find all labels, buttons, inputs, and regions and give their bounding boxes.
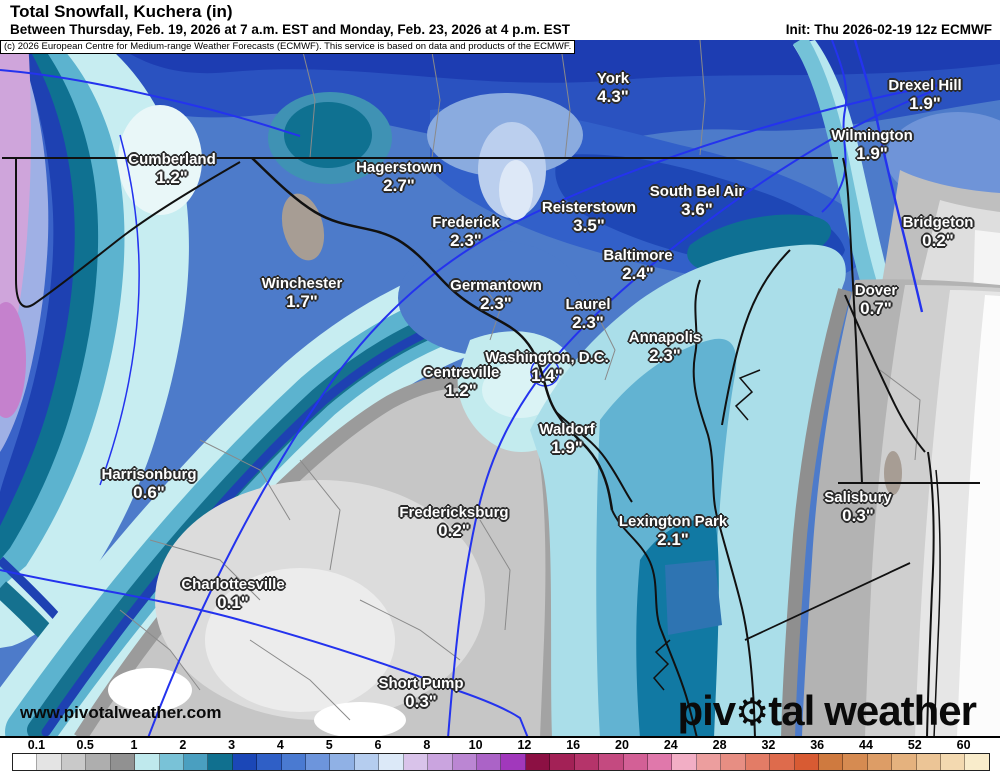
colorbar-segment [330, 754, 355, 770]
colorbar-segment [647, 754, 673, 770]
colorbar-segment [696, 754, 722, 770]
brand-logo: piv⚙tal weather [677, 687, 977, 736]
colorbar-tick-label: 6 [374, 738, 382, 752]
colorbar-segment [867, 754, 893, 770]
map-bottom-edge [0, 736, 1000, 738]
colorbar-segment [843, 754, 868, 770]
colorbar-tick-label: 2 [179, 738, 187, 752]
logo-text-tal: tal [768, 687, 815, 734]
colorbar-segment [452, 754, 478, 770]
colorbar-tick-label: 16 [566, 738, 581, 752]
colorbar-segment [428, 754, 453, 770]
colorbar-segment [208, 754, 233, 770]
logo-text-piv: piv [677, 687, 736, 734]
colorbar-segment [672, 754, 697, 770]
colorbar-tick-label: 10 [468, 738, 483, 752]
colorbar-segment [232, 754, 258, 770]
colorbar-segment [770, 754, 795, 770]
colorbar-tick-row: 0.1 0.5 1 2 3 4 5 6 8 10 12 16 20 24 28 32 36 44 52 60 [0, 738, 1000, 753]
colorbar-segment [379, 754, 404, 770]
copyright-notice: (c) 2026 European Centre for Medium-rang… [0, 40, 576, 54]
colorbar-segment [599, 754, 624, 770]
colorbar-tick-label: 28 [712, 738, 727, 752]
colorbar-segment [135, 754, 160, 770]
page-title: Total Snowfall, Kuchera (in) [10, 2, 233, 21]
colorbar-tick-label: 8 [423, 738, 431, 752]
colorbar-segment [403, 754, 429, 770]
colorbar-segment [525, 754, 551, 770]
gear-icon: ⚙ [735, 692, 769, 734]
colorbar-tick-label: 32 [761, 738, 776, 752]
colorbar-segment [745, 754, 771, 770]
colorbar-tick-label: 60 [956, 738, 971, 752]
colorbar-tick-label: 24 [663, 738, 678, 752]
colorbar-segment [37, 754, 62, 770]
colorbar-segment [623, 754, 648, 770]
colorbar-segment [13, 754, 38, 770]
colorbar-segment [818, 754, 844, 770]
logo-text-weather: weather [824, 687, 977, 734]
colorbar [12, 753, 990, 771]
map-header: Total Snowfall, Kuchera (in) Between Thu… [0, 0, 1000, 40]
colorbar-segment [550, 754, 575, 770]
colorbar-tick-label: 12 [517, 738, 532, 752]
colorbar-tick-label: 52 [907, 738, 922, 752]
colorbar-segment [306, 754, 331, 770]
colorbar-tick-label: 20 [615, 738, 629, 752]
colorbar-segment [916, 754, 942, 770]
colorbar-tick-label: 3 [228, 738, 236, 752]
snowfall-contour-map [0, 40, 1000, 738]
colorbar-segment [941, 754, 966, 770]
colorbar-segment [892, 754, 917, 770]
colorbar-tick-label: 36 [810, 738, 825, 752]
model-init-label: Init: Thu 2026-02-19 12z ECMWF [785, 22, 992, 37]
colorbar-segment [110, 754, 136, 770]
weather-map [0, 40, 1000, 738]
valid-time-range: Between Thursday, Feb. 19, 2026 at 7 a.m… [10, 22, 570, 37]
colorbar-segment [281, 754, 307, 770]
colorbar-segment [183, 754, 209, 770]
colorbar-segment [257, 754, 282, 770]
colorbar-tick-label: 0.1 [27, 738, 46, 752]
colorbar-segment [354, 754, 380, 770]
colorbar-tick-label: 0.5 [76, 738, 94, 752]
colorbar-tick-label: 5 [325, 738, 333, 752]
colorbar-segment [86, 754, 111, 770]
colorbar-tick-label: 44 [859, 738, 873, 752]
colorbar-segment [965, 754, 989, 770]
colorbar-tick-label: 4 [276, 738, 284, 752]
colorbar-segment [61, 754, 87, 770]
colorbar-segment [574, 754, 600, 770]
colorbar-segment [501, 754, 526, 770]
colorbar-segment [159, 754, 184, 770]
colorbar-tick-label: 1 [130, 738, 138, 752]
watermark-url: www.pivotalweather.com [20, 703, 222, 722]
colorbar-segment [794, 754, 819, 770]
colorbar-segment [721, 754, 746, 770]
colorbar-segment [477, 754, 502, 770]
